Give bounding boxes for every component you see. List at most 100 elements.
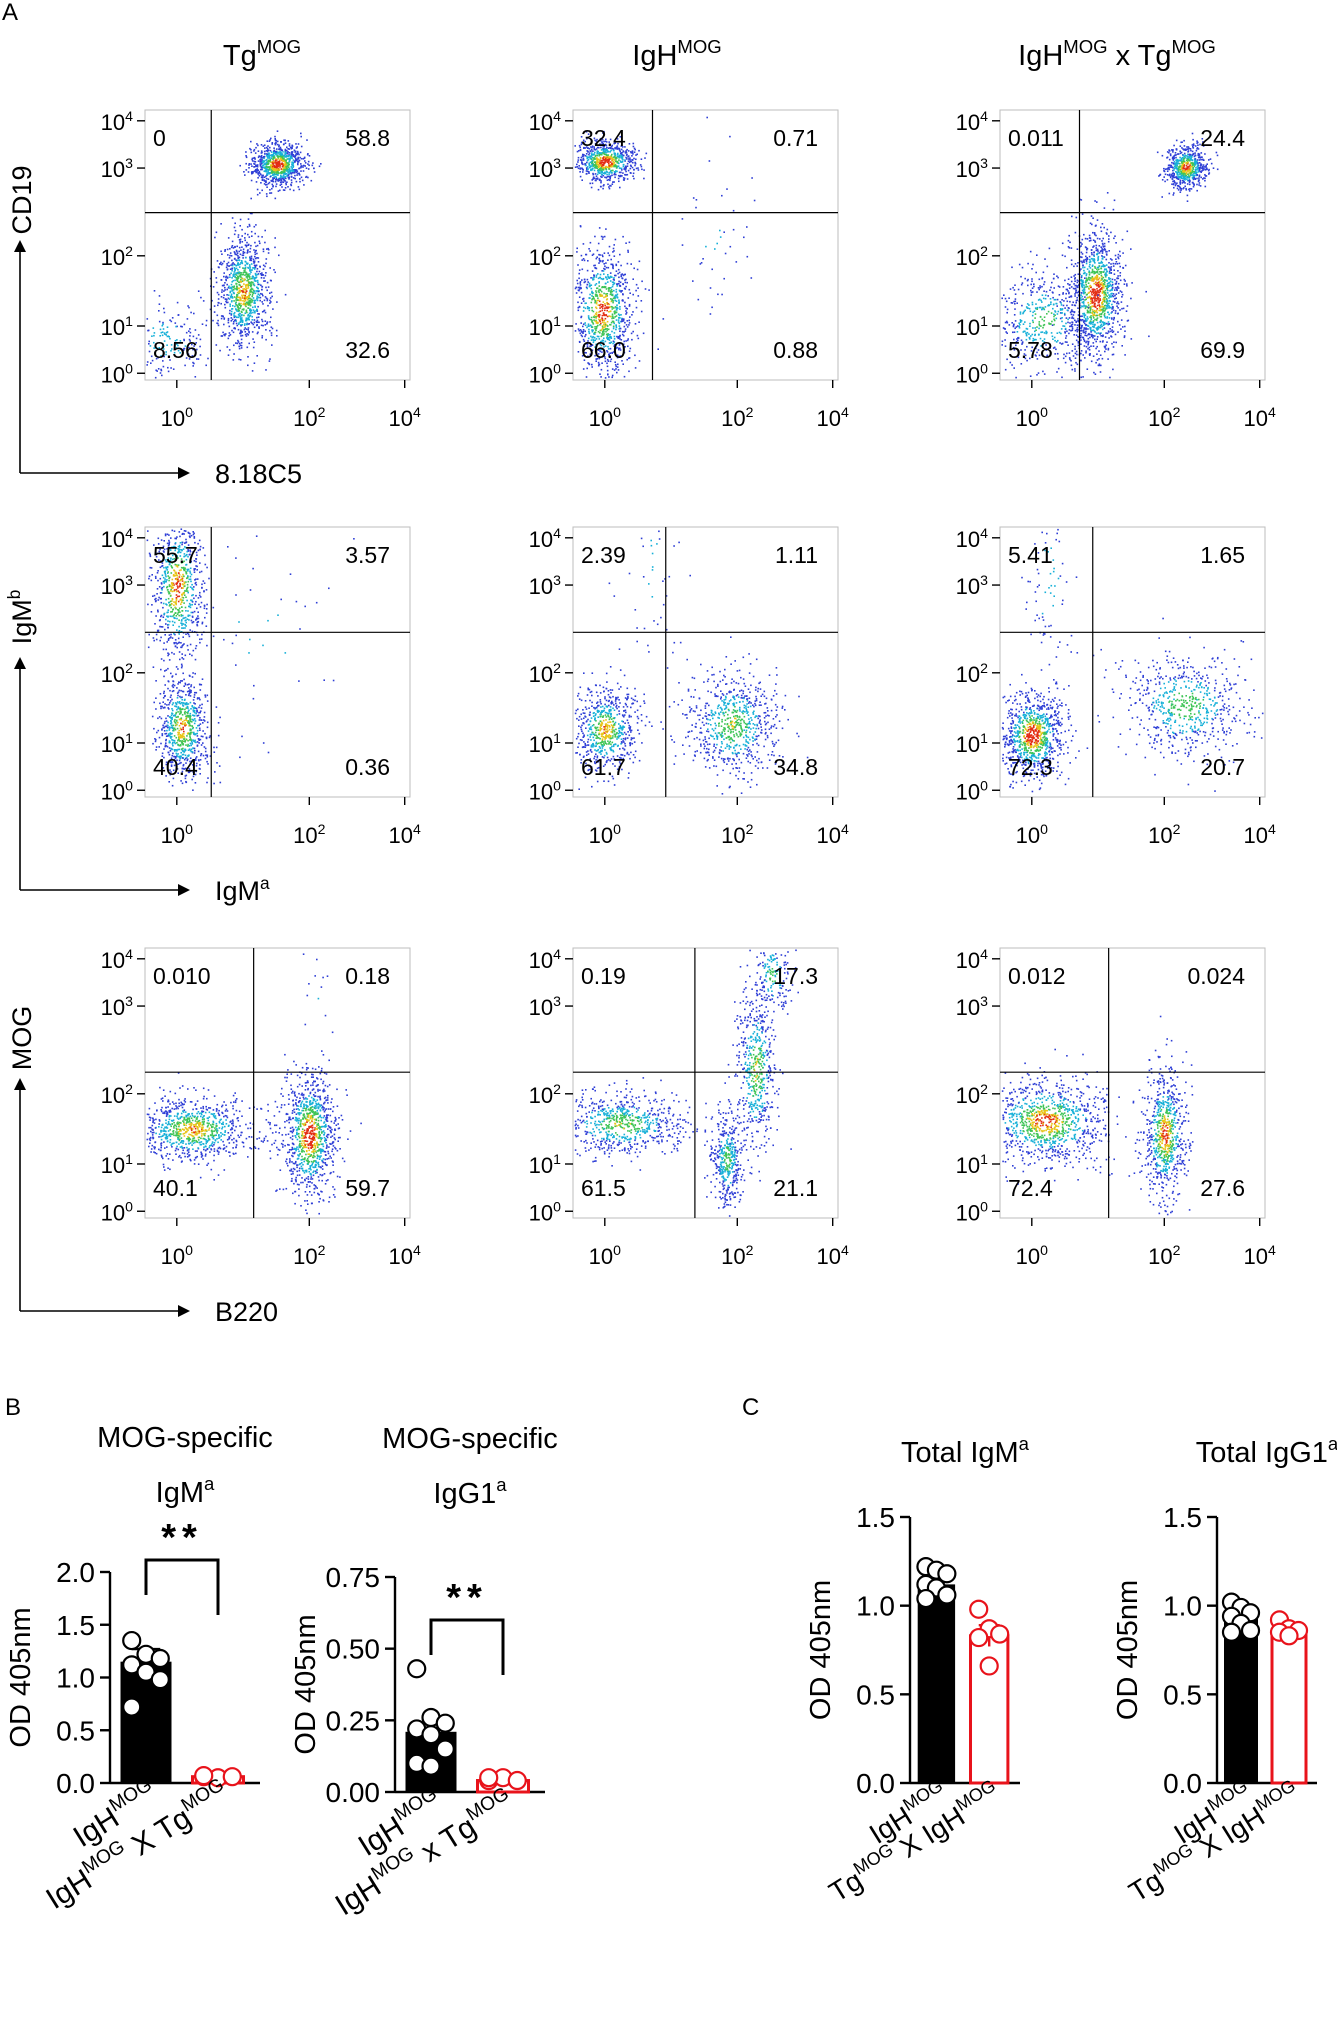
data-point xyxy=(150,1648,170,1669)
x-tick-label: 104 xyxy=(389,1242,421,1269)
y-tick-label: 1.5 xyxy=(1163,1502,1202,1533)
y-tick-label: 100 xyxy=(956,1198,988,1225)
axis-arrows-row-2: MOG B220 xyxy=(7,1006,278,1327)
y-tick-label: 1.0 xyxy=(1163,1591,1202,1622)
y-tick-label: 100 xyxy=(101,777,133,804)
quadrant-value-lr: 69.9 xyxy=(1200,337,1245,363)
plot-frame xyxy=(144,109,411,381)
quadrant-value-ur: 24.4 xyxy=(1200,125,1245,151)
chart-title: Total IgMa xyxy=(901,1433,1030,1469)
data-point xyxy=(194,1766,214,1786)
bar-chart-0: MOG-specific IgMa 0.0 0.5 1.0 1.5 2.0 OD 405nm *… xyxy=(5,1422,273,1916)
chart-title: IgG1a xyxy=(433,1474,507,1510)
data-point xyxy=(122,1697,142,1717)
y-axis-label: IgMb xyxy=(4,590,37,645)
quadrant-value-ll: 72.3 xyxy=(1008,754,1053,780)
panel-label-b: B xyxy=(5,1394,21,1421)
x-axis-label: B220 xyxy=(215,1297,278,1327)
y-tick-label: 1.0 xyxy=(56,1663,95,1694)
elisa-bar-charts: MOG-specific IgMa 0.0 0.5 1.0 1.5 2.0 OD 405nm *… xyxy=(5,1422,1337,1922)
x-tick-label: 104 xyxy=(1244,404,1276,431)
significance-bracket xyxy=(429,1618,505,1675)
flow-dots xyxy=(574,116,756,379)
y-tick-label: 104 xyxy=(956,946,988,973)
y-tick-label: 103 xyxy=(956,155,988,182)
data-point xyxy=(150,1670,170,1690)
data-point xyxy=(222,1767,242,1787)
quadrant-value-ll: 66.0 xyxy=(581,337,626,363)
quadrant-value-lr: 59.7 xyxy=(345,1175,390,1201)
x-tick-label: 102 xyxy=(1148,821,1180,848)
quadrant-value-ul: 32.4 xyxy=(581,125,626,151)
flow-dots xyxy=(1001,528,1264,793)
data-point xyxy=(916,1588,936,1609)
flow-plot-r2-c0: 100 101 102 103 104 100 102 104 0.010 0.18 40.1 59.… xyxy=(101,946,421,1269)
y-tick-label: 102 xyxy=(529,243,561,270)
quadrant-value-ll: 40.1 xyxy=(153,1175,198,1201)
data-point xyxy=(435,1739,455,1759)
flow-dots xyxy=(1001,132,1219,379)
data-point xyxy=(507,1770,527,1791)
x-tick-label: 104 xyxy=(1244,821,1276,848)
y-tick-label: 104 xyxy=(101,946,133,973)
x-tick-label: 104 xyxy=(1244,1242,1276,1269)
x-tick-label: 100 xyxy=(161,821,193,848)
flow-dots xyxy=(146,953,362,1215)
y-tick-label: 102 xyxy=(956,660,988,687)
column-title: IgHMOG xyxy=(632,36,721,72)
flow-plot-r0-c1: 100 101 102 103 104 100 102 104 32.4 0.71 66.0 0.88 xyxy=(529,108,849,431)
y-tick-label: 102 xyxy=(529,1081,561,1108)
x-axis-label: 8.18C5 xyxy=(215,459,302,489)
y-tick-label: 0.5 xyxy=(1163,1679,1202,1710)
quadrant-value-ll: 72.4 xyxy=(1008,1175,1053,1201)
y-tick-label: 101 xyxy=(529,313,561,340)
data-point xyxy=(937,1585,957,1605)
y-tick-label: 100 xyxy=(529,360,561,387)
flow-dots xyxy=(1001,1015,1194,1216)
x-tick-label: 102 xyxy=(721,404,753,431)
quadrant-value-ur: 58.8 xyxy=(345,125,390,151)
quadrant-value-ur: 0.18 xyxy=(345,963,390,989)
quadrant-value-ul: 0.19 xyxy=(581,963,626,989)
bar-igh-mog xyxy=(917,1584,956,1783)
bar-combined xyxy=(1270,1628,1308,1785)
x-tick-label: 102 xyxy=(293,1242,325,1269)
y-tick-label: 102 xyxy=(956,1081,988,1108)
x-tick-label: 100 xyxy=(161,404,193,431)
plot-frame xyxy=(572,109,839,381)
plot-frame xyxy=(999,526,1266,798)
y-tick-label: 100 xyxy=(529,777,561,804)
quadrant-value-ur: 3.57 xyxy=(345,542,390,568)
flow-dots xyxy=(146,130,322,379)
x-tick-label: 102 xyxy=(1148,1242,1180,1269)
x-tick-label: 102 xyxy=(293,821,325,848)
x-tick-label: 102 xyxy=(1148,404,1180,431)
panel-label-c: C xyxy=(742,1394,759,1421)
x-tick-label: 102 xyxy=(721,821,753,848)
x-tick-label: 100 xyxy=(589,404,621,431)
flow-dots xyxy=(574,530,809,795)
y-tick-label: 104 xyxy=(956,108,988,135)
y-tick-label: 103 xyxy=(101,155,133,182)
significance-stars: ** xyxy=(161,1517,203,1559)
quadrant-value-lr: 0.36 xyxy=(345,754,390,780)
x-axis-label: IgMa xyxy=(215,873,270,906)
quadrant-value-lr: 0.88 xyxy=(773,337,818,363)
quadrant-value-ll: 8.56 xyxy=(153,337,198,363)
panel-label-a: A xyxy=(2,0,18,26)
y-tick-label: 104 xyxy=(956,525,988,552)
column-title: IgHMOG x TgMOG xyxy=(1018,36,1216,72)
plot-frame xyxy=(144,526,411,798)
y-tick-label: 2.0 xyxy=(56,1557,95,1588)
quadrant-value-ul: 55.7 xyxy=(153,542,198,568)
quadrant-value-ul: 0 xyxy=(153,125,166,151)
significance-stars: ** xyxy=(446,1577,488,1619)
quadrant-value-ul: 5.41 xyxy=(1008,542,1053,568)
x-tick-label: 102 xyxy=(293,404,325,431)
flow-plot-r2-c2: 100 101 102 103 104 100 102 104 0.012 0.024 72.4 27… xyxy=(956,946,1276,1269)
column-title: TgMOG xyxy=(223,36,301,72)
y-axis-label: MOG xyxy=(7,1006,37,1071)
x-tick-label: 104 xyxy=(817,821,849,848)
quadrant-value-ur: 1.11 xyxy=(775,542,818,568)
